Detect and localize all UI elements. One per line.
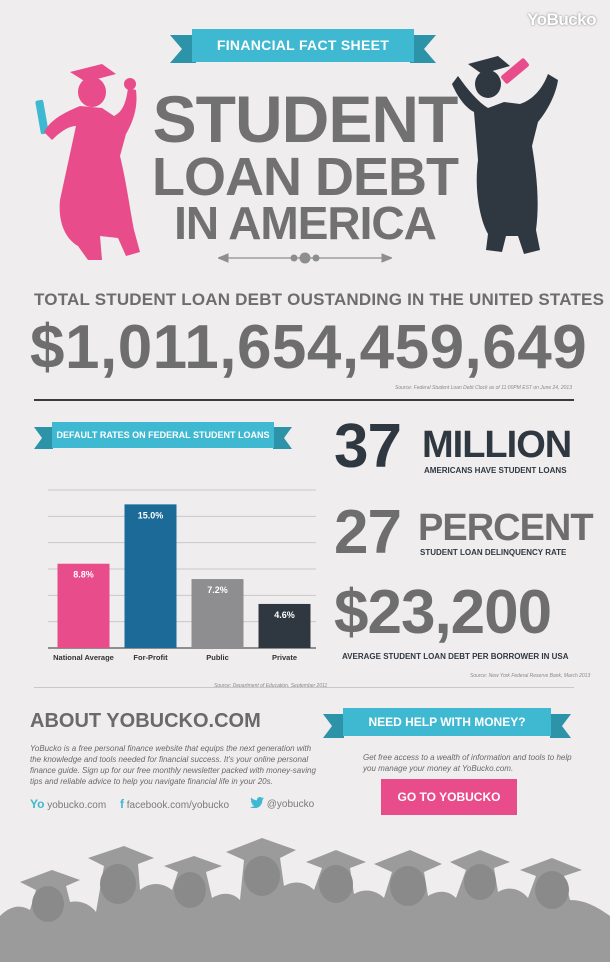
pink-graduate-icon xyxy=(35,64,140,260)
twitter-link[interactable]: @yobucko xyxy=(266,799,315,810)
chart-bar xyxy=(124,504,177,648)
navy-graduate-icon xyxy=(452,56,558,254)
default-rates-ribbon: DEFAULT RATES ON FEDERAL STUDENT LOANS xyxy=(34,422,292,449)
stat-2-unit: PERCENT xyxy=(418,507,594,549)
social-twitter[interactable]: @yobucko xyxy=(250,797,314,810)
chart-category-label: Public xyxy=(206,653,229,662)
go-to-yobucko-button[interactable]: GO TO YOBUCKO xyxy=(381,779,517,815)
stat-1-caption: AMERICANS HAVE STUDENT LOANS xyxy=(424,466,567,475)
section-divider xyxy=(34,399,574,401)
about-title: ABOUT YOBUCKO.COM xyxy=(30,710,261,732)
title-line-3: IN AMERICA xyxy=(174,197,437,249)
total-debt-label: TOTAL STUDENT LOAN DEBT OUSTANDING IN TH… xyxy=(34,290,605,309)
chart-category-label: National Average xyxy=(53,653,114,662)
yo-icon: Yo xyxy=(30,797,45,811)
stat-2-number: 27 xyxy=(334,498,402,567)
chart-source: Source: Department of Education, Septemb… xyxy=(214,683,328,689)
stat-1-unit: MILLION xyxy=(422,424,572,466)
chart-bar xyxy=(57,563,110,648)
stat-1-number: 37 xyxy=(334,412,402,481)
fact-sheet-ribbon: FINANCIAL FACT SHEET xyxy=(170,29,436,63)
brand-logo: YoBucko xyxy=(527,10,596,29)
stat-2-caption: STUDENT LOAN DELINQUENCY RATE xyxy=(420,548,567,557)
chart-data-label: 7.2% xyxy=(207,585,228,595)
twitter-icon xyxy=(250,797,264,809)
help-body: Get free access to a wealth of informati… xyxy=(363,753,572,773)
chart-data-label: 15.0% xyxy=(138,510,164,520)
help-ribbon: NEED HELP WITH MONEY? xyxy=(323,708,571,738)
chart-data-label: 4.6% xyxy=(274,610,295,620)
chart-bar xyxy=(191,579,244,648)
chart-data-label: 8.8% xyxy=(73,570,94,580)
web-link[interactable]: yobucko.com xyxy=(47,800,107,811)
chart-bar xyxy=(258,603,311,648)
title-line-1: STUDENT xyxy=(152,82,459,156)
facebook-link[interactable]: facebook.com/yobucko xyxy=(126,800,230,811)
ornament-divider-icon xyxy=(218,252,392,264)
stats-source: Source: New York Federal Reserve Bank, M… xyxy=(470,673,591,679)
default-rates-chart: 8.8% National Average 15.0% For-Profit 7.2% P… xyxy=(48,489,316,662)
about-body: YoBucko is a free personal finance websi… xyxy=(30,744,316,786)
chart-category-label: Private xyxy=(272,653,297,662)
title-line-2: LOAN DEBT xyxy=(152,147,459,207)
social-web[interactable]: Yo yobucko.com xyxy=(30,797,106,811)
total-debt-value: $1,011,654,459,649 xyxy=(30,313,588,382)
social-facebook[interactable]: f facebook.com/yobucko xyxy=(120,797,229,811)
stat-3-caption: AVERAGE STUDENT LOAN DEBT PER BORROWER I… xyxy=(342,652,569,661)
stat-3-number: $23,200 xyxy=(334,578,552,647)
chart-category-label: For-Profit xyxy=(133,653,168,662)
total-source: Source: Federal Student Loan Debt Clock … xyxy=(395,385,572,391)
facebook-icon: f xyxy=(120,797,124,811)
section-divider-thin xyxy=(34,687,574,688)
graduates-crowd-icon xyxy=(0,838,610,962)
